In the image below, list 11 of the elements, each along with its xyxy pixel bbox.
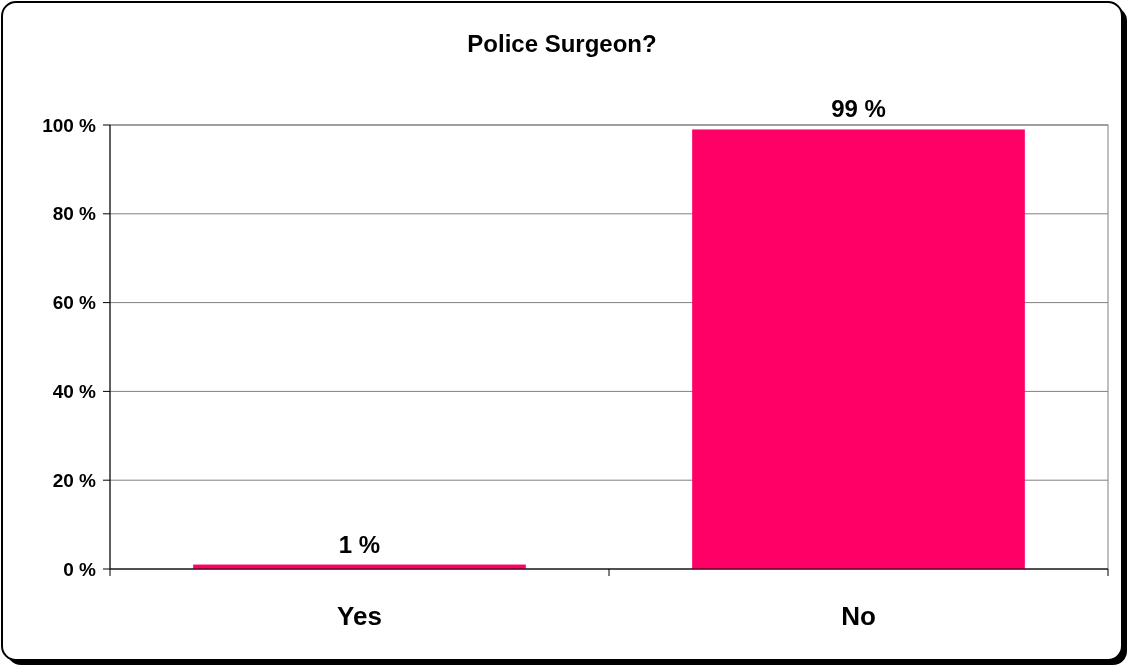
y-tick-label: 60 % (52, 292, 97, 314)
y-tick-label: 0 % (63, 558, 97, 580)
chart-title: Police Surgeon? (467, 30, 657, 57)
data-label: 99 % (831, 95, 886, 123)
y-tick-label: 20 % (52, 469, 97, 491)
y-tick-label: 100 % (42, 114, 97, 136)
y-tick-label: 80 % (52, 203, 97, 225)
x-tick-label: Yes (337, 601, 382, 631)
x-tick-label: No (841, 601, 876, 631)
data-label: 1 % (338, 530, 381, 558)
y-tick-label: 40 % (52, 381, 97, 403)
